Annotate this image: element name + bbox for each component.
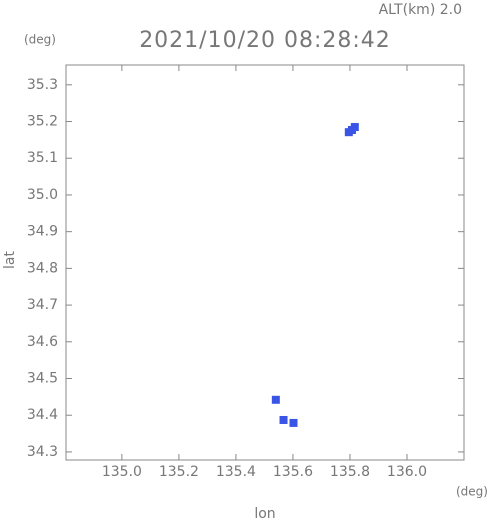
- y-tick-label: 34.7: [27, 297, 58, 313]
- x-axis-label: lon: [254, 506, 275, 521]
- x-tick-label: 135.6: [273, 464, 313, 480]
- y-tick-label: 34.6: [27, 334, 58, 350]
- x-tick-label: 136.0: [387, 464, 427, 480]
- y-tick-label: 35.3: [27, 77, 58, 93]
- y-tick-label: 34.5: [27, 371, 58, 387]
- y-axis-label: lat: [2, 251, 18, 269]
- y-unit: (deg): [24, 33, 56, 47]
- x-tick-label: 135.8: [330, 464, 370, 480]
- y-tick-label: 34.3: [27, 444, 58, 460]
- y-tick-label: 34.4: [27, 407, 58, 423]
- y-tick-label: 34.9: [27, 224, 58, 240]
- chart-title: 2021/10/20 08:28:42: [139, 28, 391, 53]
- y-tick-label: 35.0: [27, 187, 58, 203]
- y-tick-label: 35.1: [27, 150, 58, 166]
- data-point: [279, 415, 288, 424]
- x-unit: (deg): [456, 485, 488, 499]
- y-tick-label: 34.8: [27, 260, 58, 276]
- data-point: [347, 125, 356, 134]
- data-point: [271, 395, 280, 404]
- x-tick-label: 135.4: [216, 464, 256, 480]
- data-point: [289, 418, 298, 427]
- x-tick-label: 135.2: [159, 464, 199, 480]
- chart-subtitle: ALT(km) 2.0: [379, 2, 462, 18]
- y-tick-label: 35.2: [27, 114, 58, 130]
- x-tick-label: 135.0: [102, 464, 142, 480]
- plot-frame: [65, 64, 465, 461]
